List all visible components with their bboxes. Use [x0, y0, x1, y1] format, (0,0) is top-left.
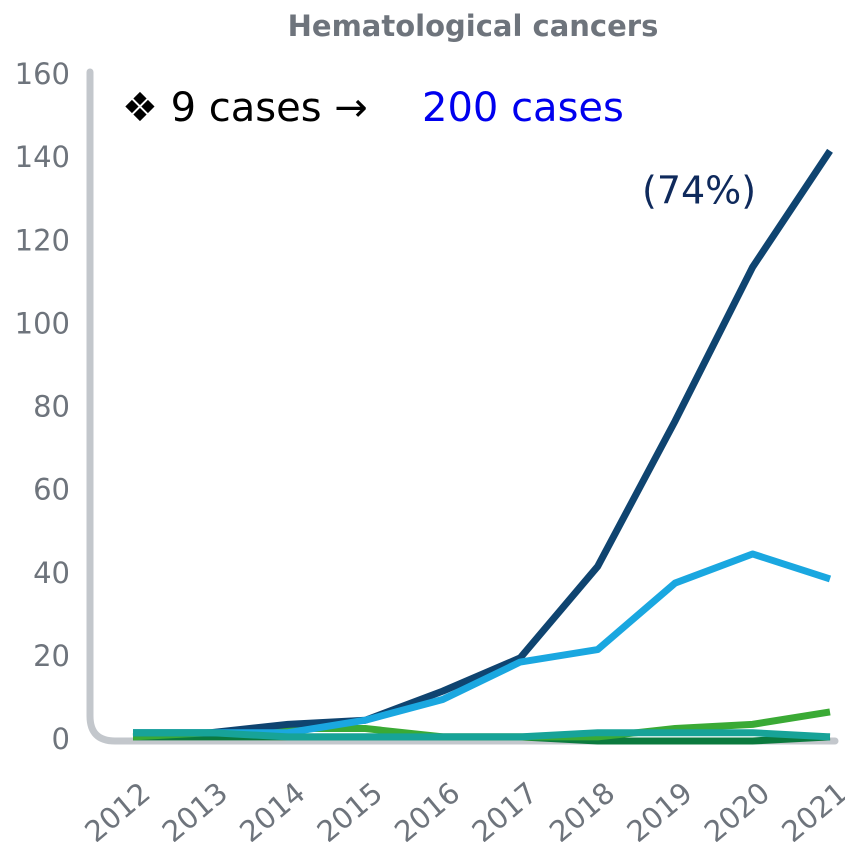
x-tick-label: 2016 [388, 775, 466, 842]
x-tick-label: 2019 [620, 775, 698, 842]
x-tick-label: 2018 [543, 775, 621, 842]
y-tick-label: 40 [33, 556, 70, 590]
x-tick-label: 2013 [156, 775, 234, 842]
x-tick-label: 2014 [233, 775, 311, 842]
series-line [133, 550, 832, 737]
y-tick-label: 140 [15, 140, 70, 174]
x-tick-label: 2015 [311, 775, 389, 842]
y-tick-label: 160 [15, 57, 70, 91]
series-line [133, 729, 831, 741]
x-tick-label: 2012 [78, 775, 156, 842]
y-tick-label: 100 [15, 306, 70, 340]
annotation: ❖ 9 cases → [122, 85, 368, 131]
y-tick-label: 20 [33, 639, 70, 673]
annotation: (74%) [642, 169, 756, 213]
y-tick-label: 60 [33, 473, 70, 507]
y-tick-label: 80 [33, 390, 70, 424]
series-line [133, 148, 833, 737]
chart-title: Hematological cancers [288, 9, 659, 43]
x-tick-label: 2020 [698, 775, 776, 842]
y-tick-label: 120 [15, 223, 70, 257]
x-tick-label: 2021 [775, 775, 845, 842]
x-tick-label: 2017 [465, 775, 543, 842]
axis [86, 68, 839, 745]
annotation: 200 cases [422, 85, 624, 131]
y-tick-label: 0 [52, 722, 70, 756]
